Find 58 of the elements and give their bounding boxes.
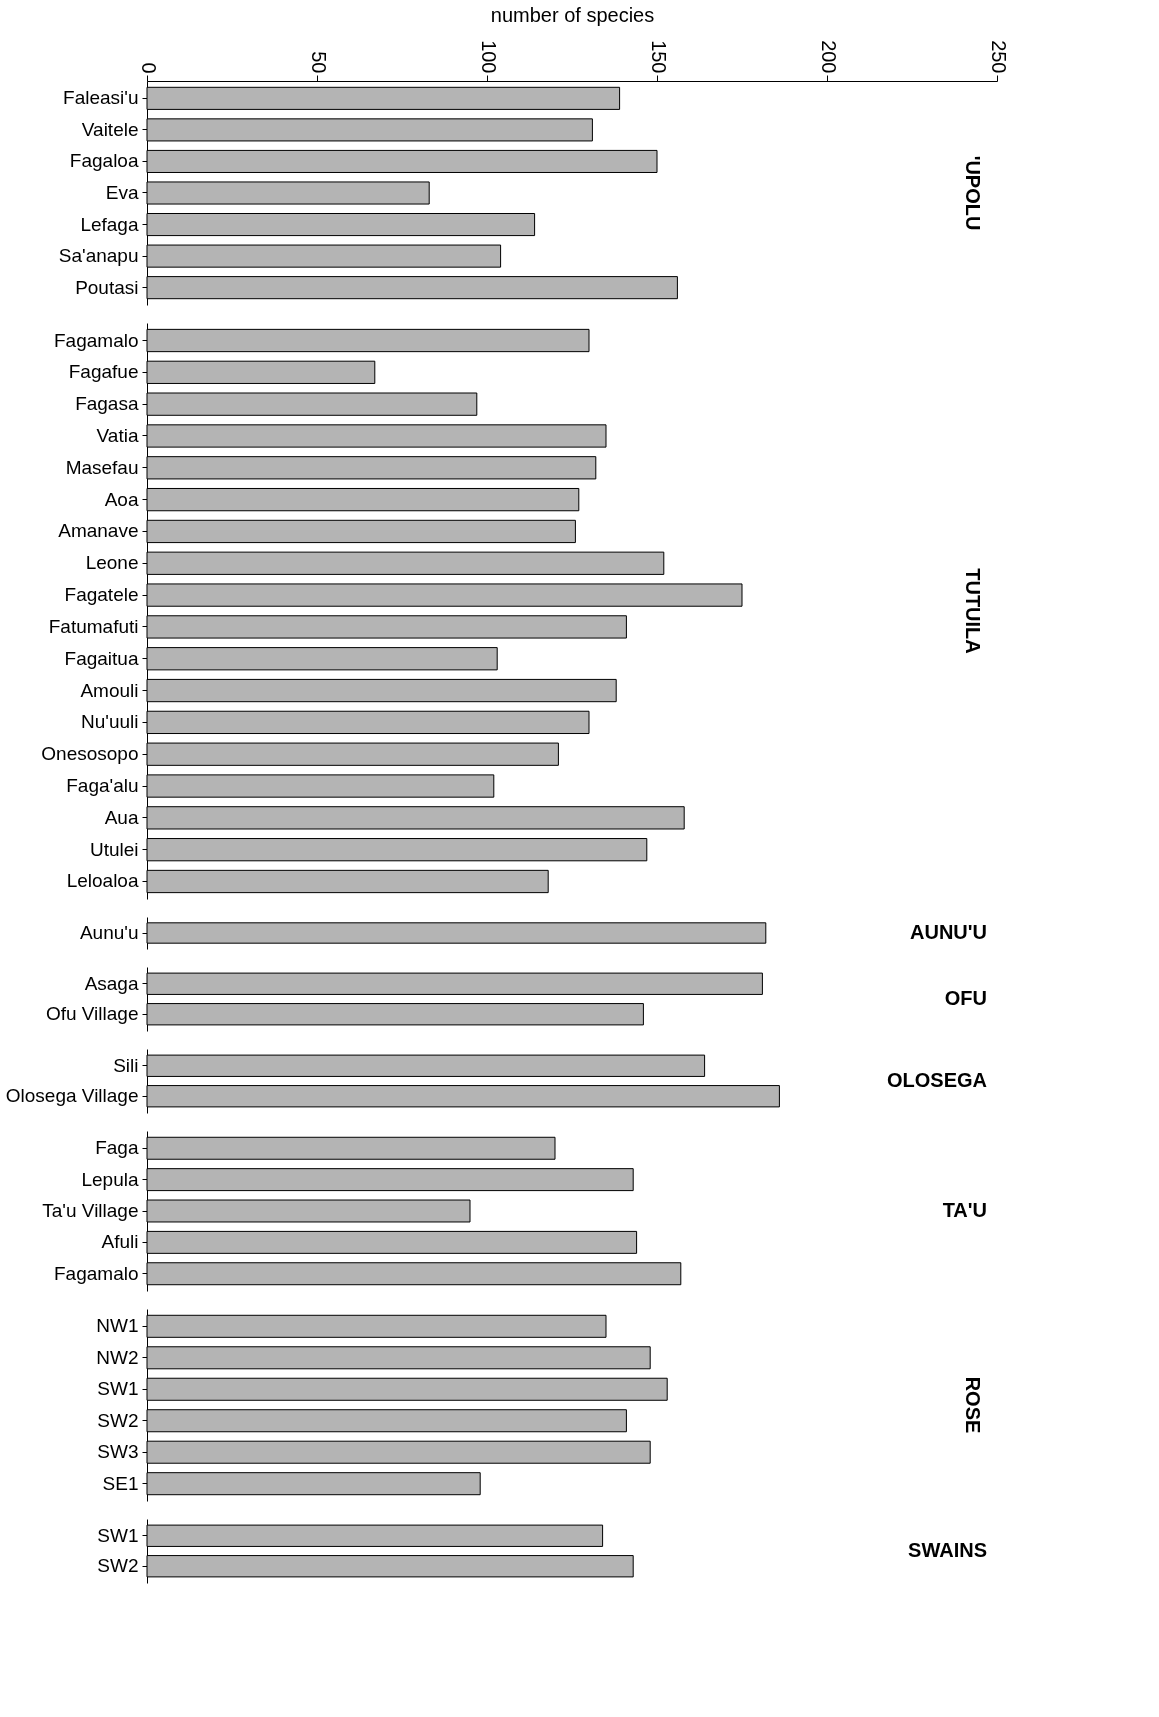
y-tick-label: SW2: [97, 1409, 139, 1431]
y-tick-label: Aua: [104, 806, 139, 828]
y-tick-label: Utulei: [89, 838, 139, 860]
y-tick-label: Leloaloa: [66, 870, 139, 892]
y-tick-label: Onesosopo: [41, 743, 139, 765]
y-tick-label: Leone: [85, 552, 139, 574]
y-tick-label: SW3: [97, 1441, 139, 1463]
y-tick-label: Afuli: [101, 1231, 139, 1253]
y-tick-label: NW1: [96, 1315, 139, 1337]
y-tick-label: Amouli: [80, 679, 139, 701]
annotation: OLOSEGA: [886, 1069, 987, 1091]
y-tick-label: Eva: [105, 182, 139, 203]
y-tick-label: Asaga: [84, 972, 139, 994]
y-tick-label: Fagaitua: [64, 647, 139, 669]
y-tick-label: Olosega Village: [5, 1085, 139, 1107]
annotation: ROSE: [962, 1376, 984, 1434]
y-tick-label: Lepula: [81, 1168, 139, 1190]
annotation: SWAINS: [908, 1539, 987, 1561]
y-tick-label: SW2: [97, 1555, 139, 1577]
y-tick-label: SW1: [97, 1378, 139, 1400]
y-tick-label: NW2: [96, 1346, 139, 1368]
y-tick-label: Fagafue: [68, 361, 139, 383]
x-axis-title: number of species: [490, 4, 655, 27]
y-tick-label: Aunu'u: [79, 922, 139, 943]
y-tick-label: SW1: [97, 1524, 139, 1546]
x-tick-label: 100: [477, 40, 500, 74]
y-tick-label: Fagatele: [64, 584, 139, 606]
annotation: OFU: [944, 987, 987, 1009]
y-tick-label: Aoa: [104, 488, 139, 510]
y-tick-label: Poutasi: [75, 276, 139, 298]
x-tick-label: 0: [137, 62, 160, 74]
x-tick-label: 50: [307, 51, 330, 74]
annotation: 'UPOLU: [962, 155, 984, 231]
y-tick-label: Fagaloa: [69, 150, 139, 172]
y-tick-label: Faleasi'u: [63, 87, 139, 109]
y-tick-label: Fagamalo: [54, 1262, 139, 1284]
y-tick-label: Fagamalo: [54, 329, 139, 351]
x-tick-label: 150: [647, 40, 670, 74]
y-tick-label: Ofu Village: [45, 1003, 139, 1025]
y-tick-label: Sa'anapu: [58, 245, 139, 267]
y-tick-label: Fagasa: [75, 393, 139, 415]
y-tick-label: Nu'uuli: [81, 711, 139, 733]
y-tick-label: Masefau: [65, 456, 139, 478]
annotation: AUNU'U: [910, 921, 987, 943]
y-tick-label: Vaitele: [81, 118, 139, 140]
y-tick-label: Amanave: [58, 520, 139, 542]
y-tick-label: Fatumafuti: [48, 615, 139, 637]
y-tick-label: Faga: [95, 1137, 139, 1159]
y-tick-label: Vatia: [96, 424, 139, 446]
annotation: TA'U: [942, 1199, 987, 1221]
annotation: TUTUILA: [962, 568, 984, 654]
y-tick-label: Lefaga: [80, 213, 139, 235]
y-tick-label: Faga'alu: [66, 775, 139, 797]
y-tick-label: Sili: [113, 1054, 139, 1076]
x-tick-label: 250: [987, 40, 1010, 74]
y-tick-label: Ta'u Village: [42, 1200, 139, 1221]
y-tick-label: SE1: [102, 1472, 139, 1494]
x-tick-label: 200: [817, 40, 840, 74]
